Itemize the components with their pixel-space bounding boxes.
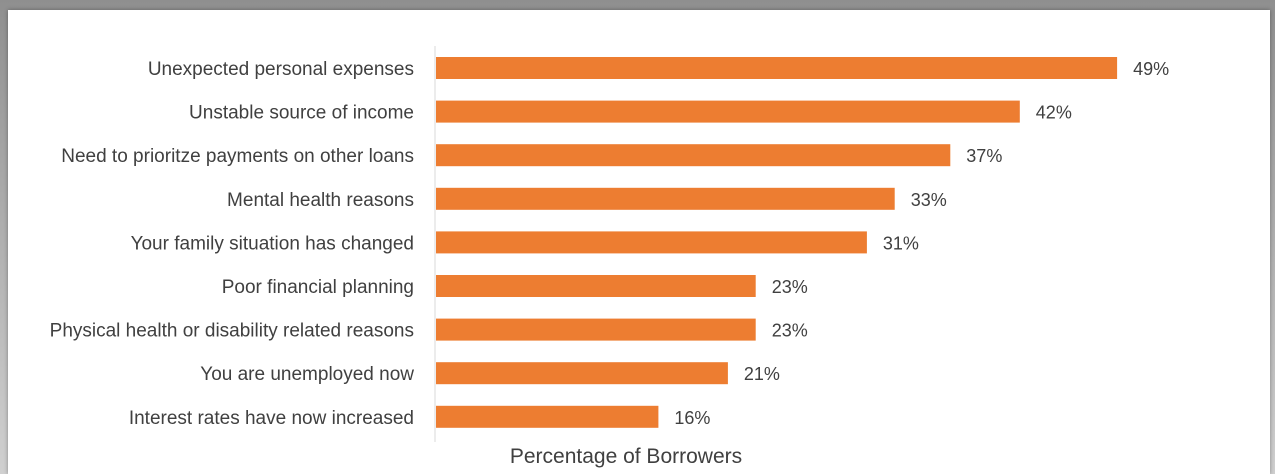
bar [436, 405, 659, 428]
bar [436, 275, 756, 297]
bar [436, 231, 867, 254]
data-label: 49% [1133, 59, 1169, 79]
x-axis-title: Percentage of Borrowers [510, 445, 742, 468]
category-label: Your family situation has changed [131, 233, 414, 254]
bar [436, 318, 756, 341]
category-label: Mental health reasons [227, 190, 414, 211]
data-label: 31% [883, 233, 919, 253]
data-label: 42% [1036, 103, 1072, 123]
data-label: 23% [772, 277, 808, 297]
data-label: 37% [966, 146, 1002, 166]
data-label: 33% [911, 190, 947, 210]
bars-group: Unexpected personal expenses 49% Unstable … [50, 57, 1169, 429]
category-label: Interest rates have now increased [129, 408, 414, 429]
category-label: Poor financial planning [222, 277, 414, 298]
category-label: You are unemployed now [200, 364, 414, 385]
data-label: 23% [772, 321, 808, 341]
data-label: 16% [674, 408, 710, 428]
bar [436, 362, 728, 385]
category-label: Physical health or disability related re… [50, 321, 414, 342]
bar [436, 187, 895, 210]
category-label: Unexpected personal expenses [148, 59, 414, 80]
category-label: Unstable source of income [189, 103, 414, 124]
data-label: 21% [744, 364, 780, 384]
category-label: Need to prioritze payments on other loan… [61, 146, 414, 167]
bar [436, 100, 1020, 123]
bar [436, 144, 951, 167]
bar [436, 57, 1118, 79]
